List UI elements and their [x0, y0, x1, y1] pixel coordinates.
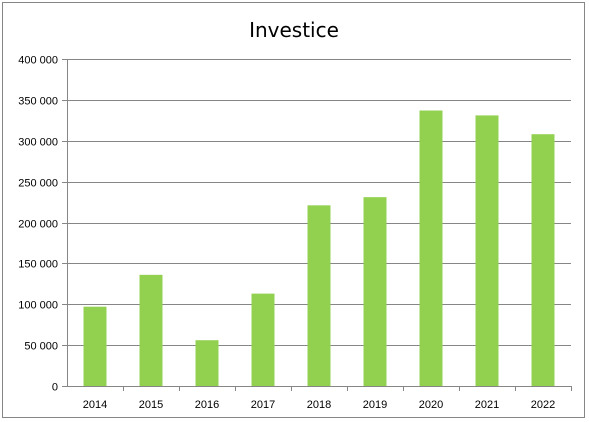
x-tick-label: 2019: [363, 399, 387, 411]
bar-2022: [531, 134, 555, 386]
y-tick-label: 100 000: [18, 300, 58, 312]
y-tick-label: 400 000: [18, 55, 58, 67]
y-tick-label: 50 000: [24, 341, 58, 353]
bar-2018: [307, 205, 331, 386]
axes: [62, 59, 572, 391]
x-tick-label: 2021: [475, 399, 499, 411]
x-tick-labels: 2014 2015 2016 2017 2018 2019 2020 2021 2022: [83, 399, 555, 411]
x-tick-label: 2016: [195, 399, 219, 411]
x-tick-label: 2020: [419, 399, 443, 411]
y-tick-label: 250 000: [18, 178, 58, 190]
y-tick-label: 0: [52, 382, 58, 394]
chart-title: Investice: [249, 18, 339, 42]
x-tick-label: 2017: [251, 399, 275, 411]
bar-2015: [139, 274, 163, 386]
bar-2019: [363, 197, 387, 386]
bar-2021: [475, 115, 499, 386]
bar-2017: [251, 293, 275, 386]
y-tick-label: 300 000: [18, 137, 58, 149]
y-tick-label: 200 000: [18, 219, 58, 231]
x-tick-label: 2015: [139, 399, 163, 411]
bars: [83, 110, 555, 386]
bar-2016: [195, 340, 219, 386]
y-tick-labels: 0 50 000 100 000 150 000 200 000 250 000 300 0…: [18, 55, 58, 394]
y-tick-label: 150 000: [18, 259, 58, 271]
bar-2020: [419, 110, 443, 386]
x-tick-label: 2014: [83, 399, 107, 411]
x-tick-label: 2022: [531, 399, 555, 411]
bar-chart: Investice 0 50 000 100 000 150 000 200 000 25…: [18, 18, 572, 411]
x-tick-label: 2018: [307, 399, 331, 411]
bar-2014: [83, 306, 107, 386]
y-tick-label: 350 000: [18, 96, 58, 108]
chart-frame: Investice 0 50 000 100 000 150 000 200 000 25…: [2, 2, 585, 418]
